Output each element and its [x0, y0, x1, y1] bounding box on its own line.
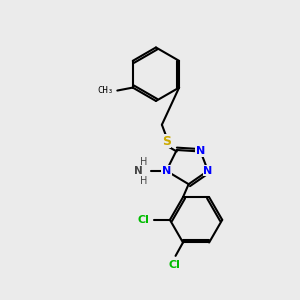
Text: CH₃: CH₃: [97, 86, 113, 95]
Text: N: N: [162, 166, 171, 176]
Text: H: H: [140, 176, 148, 186]
Text: Cl: Cl: [137, 215, 149, 225]
Text: N: N: [196, 146, 205, 157]
Text: N: N: [134, 167, 142, 176]
Text: H: H: [140, 157, 148, 167]
Text: N: N: [203, 166, 213, 176]
Text: S: S: [162, 135, 171, 148]
Text: Cl: Cl: [168, 260, 180, 270]
